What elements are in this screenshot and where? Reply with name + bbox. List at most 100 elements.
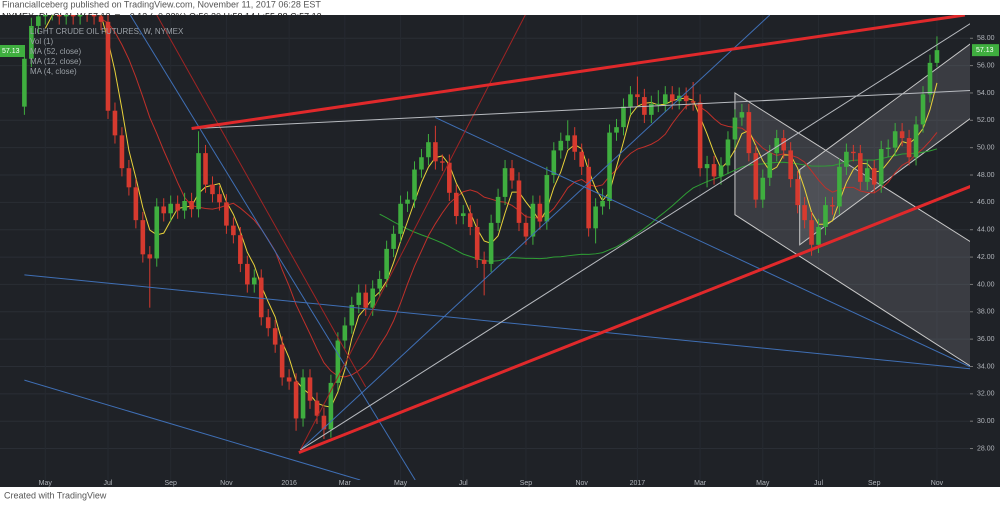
candle-body (746, 112, 752, 154)
candle-body (405, 199, 410, 204)
moving-average (379, 148, 938, 262)
candle-body (600, 201, 605, 207)
candle-body (182, 201, 187, 211)
candle-body (830, 205, 835, 207)
x-tick-label: May (394, 480, 408, 487)
candle-body (802, 205, 807, 221)
candle-body (635, 94, 640, 98)
candle-body (621, 106, 626, 128)
y-tick-label: 30.00 (977, 418, 995, 425)
candle-body (593, 206, 598, 229)
candle-body (419, 157, 424, 170)
y-tick-label: 40.00 (977, 281, 995, 288)
candle-body (272, 328, 278, 345)
candle-body (342, 325, 348, 341)
candle-body (816, 226, 821, 245)
candle-body (809, 220, 814, 245)
candle-body (934, 50, 940, 63)
candle-body (210, 184, 215, 195)
candle-body (537, 203, 543, 222)
price-tag (972, 44, 999, 57)
chart-background (0, 15, 1000, 487)
legend-entry: MA (12, close) (30, 57, 81, 66)
candle-body (265, 317, 271, 329)
trendline (129, 15, 416, 480)
candle-body (147, 254, 153, 259)
candle-body (781, 138, 786, 151)
candle-body (119, 135, 125, 169)
candle-body (844, 151, 849, 167)
y-tick-label: 42.00 (977, 254, 995, 261)
price-tag (0, 45, 25, 57)
candle-body (913, 124, 919, 158)
candle-body (474, 226, 480, 260)
candle-body (767, 153, 773, 178)
candle-body (495, 196, 501, 223)
candle-body (565, 135, 571, 141)
candle-body (795, 179, 800, 206)
y-tick-label: 32.00 (977, 391, 995, 398)
x-tick-label: Sep (164, 480, 177, 487)
footer: Created with TradingView (4, 490, 107, 500)
candle-body (258, 277, 264, 318)
candle-body (363, 292, 369, 308)
candle-body (154, 206, 160, 259)
candle-body (314, 400, 320, 416)
y-tick-label: 56.00 (977, 62, 995, 69)
trendline (24, 274, 970, 370)
chart-title: LIGHT CRUDE OIL FUTURES, W, NYMEX (30, 27, 184, 36)
candle-body (878, 149, 884, 185)
candle-body (70, 15, 76, 17)
candle-body (440, 161, 445, 163)
candle-body (864, 168, 870, 182)
candle-body (586, 166, 591, 229)
candle-body (238, 235, 243, 264)
candle-body (245, 263, 250, 285)
volume-label: Vol (1) (30, 37, 53, 46)
x-tick-label: May (39, 480, 53, 487)
trendline (24, 379, 361, 480)
x-tick-label: 2017 (630, 480, 646, 487)
price-tag-label: 57.13 (976, 47, 994, 54)
x-tick-label: Jul (814, 480, 823, 487)
candle-body (823, 205, 828, 227)
candle-body (920, 94, 926, 125)
candle-body (885, 147, 891, 150)
candle-body (203, 153, 208, 185)
candle-body (704, 164, 710, 169)
candle-body (224, 202, 229, 226)
candle-body (168, 203, 173, 214)
candle-body (105, 21, 111, 111)
candle-body (544, 175, 550, 222)
x-tick-label: Jul (104, 480, 113, 487)
candle-body (384, 248, 389, 279)
candle-body (321, 415, 327, 430)
candle-body (161, 206, 167, 214)
candle-body (22, 58, 27, 107)
candle-body (906, 138, 912, 158)
candle-body (774, 138, 780, 154)
trendline (195, 89, 970, 130)
candle-body (488, 222, 494, 264)
candle-body (133, 187, 139, 221)
trendline (191, 15, 966, 130)
candle-body (426, 142, 431, 158)
legend-entry: MA (4, close) (30, 67, 77, 76)
y-tick-label: 38.00 (977, 309, 995, 316)
candle-body (293, 381, 299, 419)
candle-body (851, 151, 856, 154)
candle-body (349, 304, 355, 326)
candle-body (328, 382, 334, 430)
candle-body (732, 117, 738, 140)
candle-body (858, 153, 863, 182)
candle-body (711, 164, 717, 177)
price-axis (970, 15, 1000, 487)
candle-body (760, 177, 766, 200)
candle-body (509, 168, 515, 181)
candle-body (579, 151, 584, 167)
candle-body (837, 166, 842, 207)
candle-body (335, 340, 341, 383)
y-tick-label: 48.00 (977, 172, 995, 179)
axes: 28.00 30.00 32.00 34.00 36.00 38.00 40.00 42.00… (39, 15, 1000, 487)
